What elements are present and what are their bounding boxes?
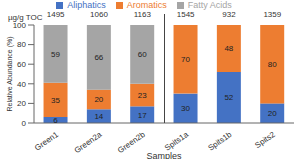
svg-text:59: 59 (51, 50, 60, 59)
svg-text:100: 100 (13, 21, 27, 30)
svg-text:Spits1b: Spits1b (206, 130, 233, 153)
svg-text:1060: 1060 (90, 10, 108, 19)
svg-text:Samples: Samples (146, 151, 182, 159)
html-text:µg/g TOC: µg/g TOC (8, 13, 43, 22)
svg-text:0: 0 (22, 119, 27, 128)
svg-text:14: 14 (94, 112, 103, 121)
svg-text:1545: 1545 (177, 10, 195, 19)
svg-text:1163: 1163 (134, 10, 152, 19)
svg-text:Spits1a: Spits1a (163, 130, 190, 153)
svg-text:40: 40 (17, 80, 26, 89)
svg-text:48: 48 (224, 44, 233, 53)
svg-text:Spits2: Spits2 (253, 130, 277, 150)
svg-text:80: 80 (17, 40, 26, 49)
svg-text:30: 30 (181, 104, 190, 113)
svg-text:60: 60 (138, 50, 147, 59)
svg-text:80: 80 (268, 60, 277, 69)
svg-text:1495: 1495 (47, 10, 65, 19)
html-text:Aromatics: Aromatics (126, 0, 167, 10)
svg-text:6: 6 (53, 116, 58, 125)
svg-text:Green1: Green1 (33, 130, 60, 153)
svg-text:Green2a: Green2a (73, 130, 104, 156)
svg-text:60: 60 (17, 60, 26, 69)
svg-text:Relative Abundance (%): Relative Abundance (%) (8, 36, 14, 111)
svg-text:20: 20 (94, 95, 103, 104)
svg-text:66: 66 (94, 53, 103, 62)
html-text:Fatty Acids: Fatty Acids (187, 0, 232, 10)
svg-text:17: 17 (138, 111, 147, 120)
svg-text:70: 70 (181, 55, 190, 64)
svg-text:20: 20 (268, 109, 277, 118)
svg-text:Green2b: Green2b (116, 130, 147, 156)
svg-text:52: 52 (224, 93, 233, 102)
svg-text:1359: 1359 (263, 10, 281, 19)
html-text:Aliphatics: Aliphatics (67, 0, 106, 10)
svg-text:20: 20 (17, 99, 26, 108)
svg-text:35: 35 (51, 96, 60, 105)
svg-text:932: 932 (222, 10, 236, 19)
svg-text:23: 23 (138, 91, 147, 100)
